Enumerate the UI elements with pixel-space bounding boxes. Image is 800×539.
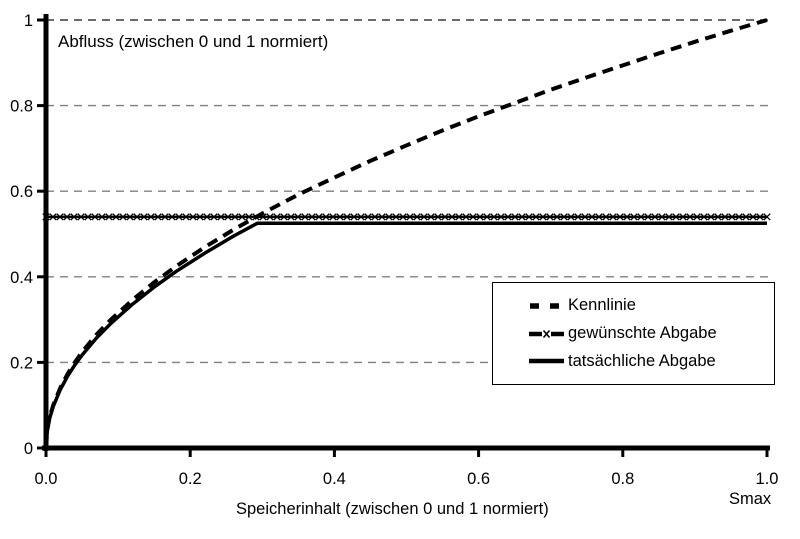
legend-item-gewuenschte-abgabe: gewünschte Abgabe bbox=[529, 325, 770, 342]
legend-label-gewuenschte-abgabe: gewünschte Abgabe bbox=[568, 324, 717, 343]
svg-text:0.2: 0.2 bbox=[179, 470, 202, 488]
x-max-unit-label: Smax bbox=[729, 490, 772, 508]
svg-text:1: 1 bbox=[24, 12, 33, 30]
svg-text:0.8: 0.8 bbox=[611, 470, 634, 488]
svg-text:1.0: 1.0 bbox=[756, 470, 779, 488]
svg-text:0.4: 0.4 bbox=[323, 470, 346, 488]
legend-label-tatsaechliche-abgabe: tatsächliche Abgabe bbox=[568, 352, 716, 371]
legend-item-tatsaechliche-abgabe: tatsächliche Abgabe bbox=[529, 353, 770, 370]
svg-text:0.6: 0.6 bbox=[10, 183, 33, 201]
legend: Kennlinie gewünschte Abgabe tatsächliche… bbox=[492, 282, 775, 385]
svg-text:0.2: 0.2 bbox=[10, 354, 33, 372]
svg-text:0.8: 0.8 bbox=[10, 98, 33, 116]
svg-text:0.4: 0.4 bbox=[10, 269, 33, 287]
svg-text:0: 0 bbox=[24, 440, 33, 458]
line-with-x-marker-sample-icon bbox=[529, 329, 564, 338]
legend-item-kennlinie: Kennlinie bbox=[529, 297, 770, 314]
chart-title: Abfluss (zwischen 0 und 1 normiert) bbox=[58, 32, 329, 51]
dashed-line-sample-icon bbox=[530, 302, 564, 309]
svg-text:0.6: 0.6 bbox=[467, 470, 490, 488]
x-axis-label: Speicherinhalt (zwischen 0 und 1 normier… bbox=[236, 500, 549, 518]
legend-label-kennlinie: Kennlinie bbox=[568, 296, 636, 315]
svg-text:0.0: 0.0 bbox=[35, 470, 58, 488]
solid-line-sample-icon bbox=[529, 359, 564, 364]
